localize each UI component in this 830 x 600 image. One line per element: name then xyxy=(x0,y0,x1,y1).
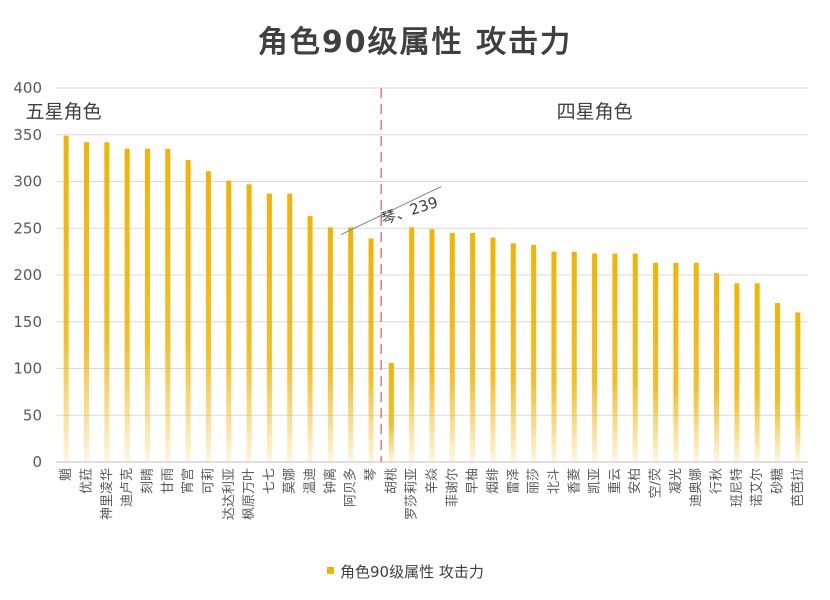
bar xyxy=(307,216,313,462)
x-tick-label: 北斗 xyxy=(547,468,562,494)
bar xyxy=(673,262,679,462)
x-tick-label: 香菱 xyxy=(567,468,582,494)
x-tick-label: 诺艾尔 xyxy=(750,468,765,507)
x-tick-label: 神里凌华 xyxy=(100,468,115,520)
x-tick-label: 早柚 xyxy=(466,468,481,494)
y-axis: 0 50 100 150 200 250 300 350 400 xyxy=(13,79,42,471)
x-tick-label: 七七 xyxy=(262,468,277,494)
x-tick-label: 胡桃 xyxy=(384,468,399,494)
bar xyxy=(754,283,760,462)
x-tick-label: 凝光 xyxy=(668,468,684,494)
bar xyxy=(531,245,537,462)
y-tick-label: 300 xyxy=(13,173,42,191)
bar xyxy=(551,251,557,462)
bar xyxy=(490,237,496,462)
x-tick-label: 芭芭拉 xyxy=(791,468,806,507)
bar xyxy=(714,273,720,462)
x-tick-label: 重云 xyxy=(607,468,623,494)
bar xyxy=(734,283,740,462)
bar xyxy=(632,253,638,462)
x-tick-label: 魈 xyxy=(58,468,74,481)
bar xyxy=(165,148,171,462)
bar xyxy=(510,243,516,462)
x-tick-label: 安柏 xyxy=(628,468,643,494)
bar xyxy=(144,148,150,462)
x-tick-label: 刻晴 xyxy=(140,468,155,494)
x-tick-label: 迪奥娜 xyxy=(689,468,704,507)
x-tick-label: 班尼特 xyxy=(730,468,745,507)
bar xyxy=(205,171,211,462)
bar xyxy=(266,193,272,462)
bar xyxy=(388,362,394,462)
bar xyxy=(124,148,130,462)
bar xyxy=(470,232,476,462)
x-tick-label: 砂糖 xyxy=(770,468,786,494)
bar xyxy=(226,180,232,462)
bar xyxy=(185,159,191,462)
x-tick-label: 可莉 xyxy=(201,468,216,494)
chart-title: 角色90级属性 攻击力 xyxy=(258,25,572,60)
y-tick-label: 150 xyxy=(13,313,42,331)
x-tick-label: 温迪 xyxy=(303,468,318,494)
x-tick-label: 莫娜 xyxy=(283,468,298,494)
x-tick-label: 空/荧 xyxy=(649,468,664,498)
bar xyxy=(327,227,333,462)
x-tick-label: 宵宫 xyxy=(180,468,196,494)
bar xyxy=(449,232,455,462)
legend-swatch xyxy=(327,567,334,574)
bar xyxy=(246,184,252,462)
y-tick-label: 200 xyxy=(13,266,42,284)
x-tick-label: 凯亚 xyxy=(588,468,603,494)
y-tick-label: 50 xyxy=(23,406,42,424)
bar xyxy=(592,253,598,462)
bar xyxy=(775,303,781,462)
bar xyxy=(409,227,415,462)
annotation-label: 琴、239 xyxy=(379,193,440,228)
x-axis-labels: 魈优菈 神里凌华 迪卢克 刻晴 甘雨 宵宫 可莉 达达利亚 枫原万叶 七七 莫娜 温迪 钟离 阿贝多琴胡桃… xyxy=(58,468,806,520)
x-tick-label: 钟离 xyxy=(322,468,338,494)
y-tick-label: 350 xyxy=(13,126,42,144)
bar xyxy=(368,238,374,462)
group-label-four-star: 四星角色 xyxy=(557,101,633,123)
bar xyxy=(795,312,801,462)
bar xyxy=(693,262,699,462)
y-tick-label: 100 xyxy=(13,360,42,378)
bar xyxy=(429,229,435,462)
x-tick-label: 雷泽 xyxy=(506,468,521,494)
legend: 角色90级属性 攻击力 xyxy=(327,563,484,581)
x-tick-label: 丽莎 xyxy=(527,468,542,494)
x-tick-label: 迪卢克 xyxy=(119,468,135,507)
x-tick-label: 甘雨 xyxy=(161,468,176,494)
bar xyxy=(104,142,110,463)
x-tick-label: 罗莎莉亚 xyxy=(405,468,420,520)
bar xyxy=(571,251,577,462)
y-tick-label: 0 xyxy=(32,453,42,471)
bar xyxy=(348,227,354,462)
x-tick-label: 行秋 xyxy=(710,468,725,494)
x-tick-label: 枫原万叶 xyxy=(242,468,257,520)
x-tick-label: 优菈 xyxy=(79,468,94,494)
x-tick-label: 辛焱 xyxy=(425,468,440,494)
x-tick-label: 阿贝多 xyxy=(343,468,359,507)
y-tick-label: 250 xyxy=(13,219,42,237)
x-tick-label: 烟绯 xyxy=(486,468,501,494)
legend-label: 角色90级属性 攻击力 xyxy=(340,563,484,581)
bar xyxy=(612,253,618,462)
annotation-leader-line xyxy=(340,186,442,235)
bar xyxy=(83,142,89,463)
x-tick-label: 菲谢尔 xyxy=(444,468,460,507)
group-label-five-star: 五星角色 xyxy=(26,101,102,123)
x-tick-label: 达达利亚 xyxy=(222,468,237,520)
bar xyxy=(287,193,293,462)
y-tick-label: 400 xyxy=(13,79,42,97)
bar xyxy=(653,262,659,462)
bar xyxy=(63,135,69,462)
x-tick-label: 琴 xyxy=(364,468,379,481)
bars xyxy=(63,135,801,463)
